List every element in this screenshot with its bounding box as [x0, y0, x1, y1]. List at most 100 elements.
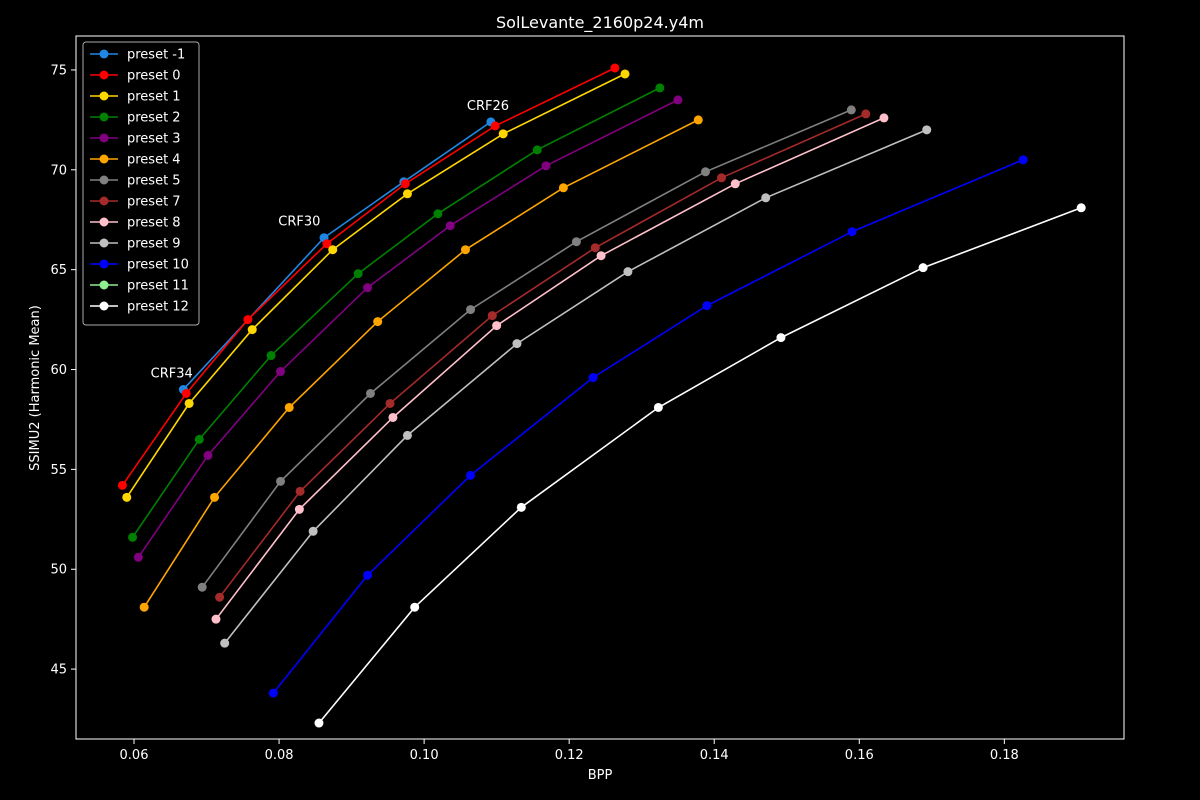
series-layer [117, 63, 1086, 728]
legend-marker [99, 196, 109, 206]
data-point [701, 167, 711, 177]
data-point [314, 718, 324, 728]
series-preset-10 [268, 155, 1028, 698]
data-point [847, 227, 857, 237]
data-point [516, 502, 526, 512]
legend-item: preset 2 [90, 111, 181, 126]
data-point [276, 367, 286, 377]
data-point [492, 321, 502, 331]
data-point [861, 109, 871, 119]
data-point [673, 95, 683, 105]
crf-annotation: CRF26 [467, 99, 509, 114]
legend-marker [99, 238, 109, 248]
legend-label: preset 11 [127, 279, 189, 294]
y-tick-label: 45 [50, 663, 67, 678]
crf-annotation: CRF30 [278, 215, 320, 230]
x-tick-label: 0.14 [700, 748, 729, 763]
series-preset-4 [139, 115, 703, 612]
data-point [918, 263, 928, 273]
legend-item: preset 3 [90, 132, 181, 147]
data-point [846, 105, 856, 115]
data-point [693, 115, 703, 125]
data-point [139, 602, 149, 612]
data-point [623, 267, 633, 277]
data-point [590, 243, 600, 253]
data-point [730, 179, 740, 189]
series-preset-8 [211, 113, 889, 624]
data-point [410, 602, 420, 612]
legend-marker [99, 259, 109, 269]
legend-marker [99, 280, 109, 290]
y-axis-label: SSIMU2 (Harmonic Mean) [28, 305, 43, 471]
legend-label: preset 0 [127, 69, 181, 84]
legend-item: preset 10 [90, 258, 189, 273]
legend-item: preset 12 [90, 300, 189, 315]
legend-item: preset 5 [90, 174, 181, 189]
data-point [133, 552, 143, 562]
data-point [532, 145, 542, 155]
legend-marker [99, 91, 109, 101]
data-point [653, 402, 663, 412]
legend: preset -1 preset 0 preset 1 preset 2 preset … [82, 41, 200, 326]
x-tick-label: 0.18 [990, 748, 1019, 763]
legend-box [82, 41, 200, 326]
legend-marker [99, 301, 109, 311]
y-tick-label: 70 [50, 163, 67, 178]
legend-marker [99, 49, 109, 59]
data-point [558, 183, 568, 193]
data-point [433, 209, 443, 219]
y-tick-label: 60 [50, 363, 67, 378]
legend-label: preset 8 [127, 216, 181, 231]
data-point [402, 430, 412, 440]
data-point [761, 193, 771, 203]
data-point [220, 638, 230, 648]
data-point [400, 179, 410, 189]
legend-item: preset 1 [90, 90, 181, 105]
legend-marker [99, 70, 109, 80]
data-point [122, 492, 132, 502]
data-point [716, 173, 726, 183]
legend-item: preset -1 [90, 48, 185, 63]
series-preset-9 [220, 125, 932, 648]
data-point [571, 237, 581, 247]
data-point [128, 532, 138, 542]
data-point [117, 480, 127, 490]
data-point [365, 388, 375, 398]
data-point [402, 189, 412, 199]
plot-frame [75, 35, 1125, 740]
x-axis-label: BPP [588, 768, 613, 783]
legend-label: preset 2 [127, 111, 181, 126]
legend-marker [99, 112, 109, 122]
data-point [353, 269, 363, 279]
data-point [276, 476, 286, 486]
data-point [363, 570, 373, 580]
legend-label: preset 4 [127, 153, 181, 168]
legend-item: preset 0 [90, 69, 181, 84]
data-point [655, 83, 665, 93]
y-tick-label: 65 [50, 263, 67, 278]
data-point [308, 526, 318, 536]
data-point [247, 325, 257, 335]
data-point [266, 351, 276, 361]
data-point [702, 301, 712, 311]
data-point [879, 113, 889, 123]
data-point [466, 305, 476, 315]
x-tick-label: 0.16 [845, 748, 874, 763]
data-point [294, 504, 304, 514]
series-preset-7 [215, 109, 871, 602]
data-point [181, 388, 191, 398]
data-point [1018, 155, 1028, 165]
data-point [596, 251, 606, 261]
y-tick-label: 75 [50, 63, 67, 78]
data-point [211, 614, 221, 624]
data-point [922, 125, 932, 135]
data-point [284, 402, 294, 412]
data-point [210, 492, 220, 502]
x-tick-label: 0.06 [120, 748, 149, 763]
data-point [610, 63, 620, 73]
legend-label: preset 1 [127, 90, 181, 105]
legend-item: preset 8 [90, 216, 181, 231]
